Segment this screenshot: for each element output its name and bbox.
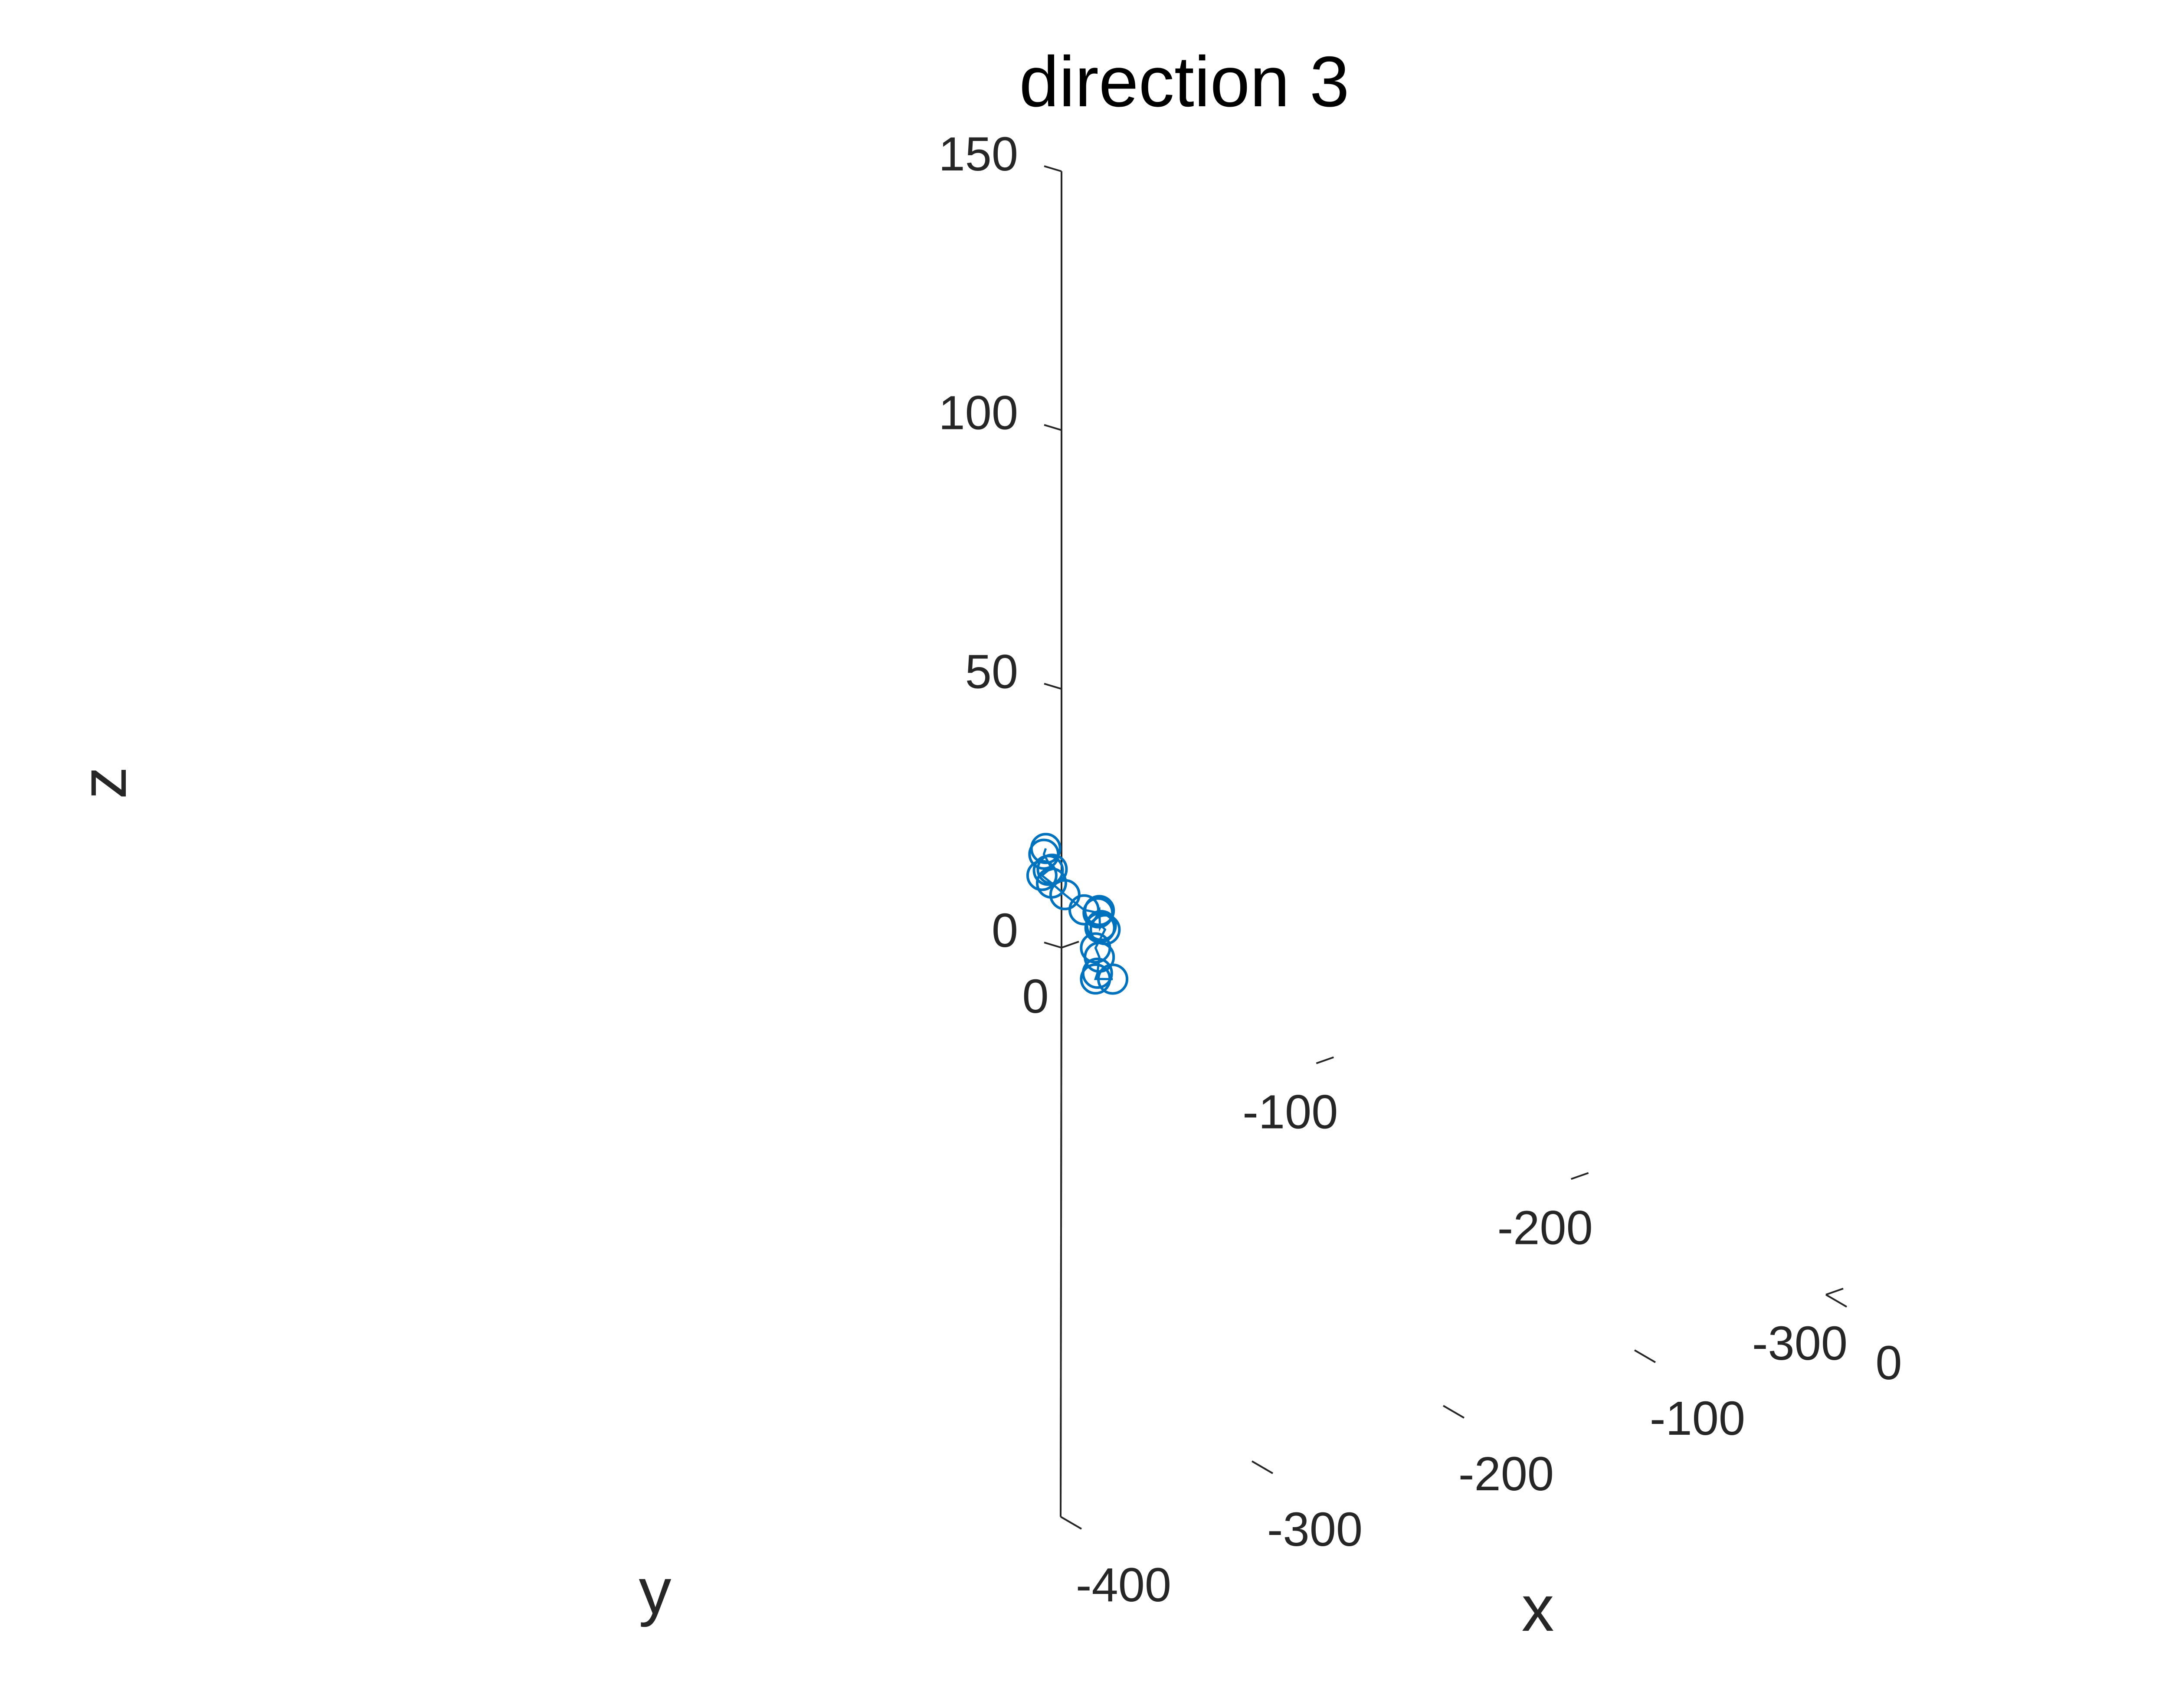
z-tick-mark bbox=[1044, 424, 1062, 431]
x-tick-mark bbox=[1251, 1460, 1274, 1474]
y-tick-label: -100 bbox=[1242, 1086, 1338, 1139]
x-tick-label: -100 bbox=[1650, 1392, 1745, 1445]
y-tick-mark bbox=[1061, 941, 1079, 949]
y-tick-label: 0 bbox=[1022, 970, 1048, 1023]
data-point bbox=[1085, 910, 1117, 941]
x-axis-line bbox=[1060, 947, 1062, 1517]
x-tick-label: -400 bbox=[1076, 1558, 1171, 1612]
y-tick-mark bbox=[1571, 1172, 1589, 1180]
y-axis-title: y bbox=[639, 1554, 672, 1627]
x-tick-label: 0 bbox=[1875, 1336, 1902, 1390]
x-axis-title: x bbox=[1522, 1572, 1554, 1645]
data-point bbox=[1049, 879, 1081, 910]
x-tick-label: -300 bbox=[1267, 1503, 1363, 1556]
z-tick-label: 50 bbox=[965, 645, 1018, 698]
z-axis-title: z bbox=[67, 767, 140, 799]
data-point bbox=[1026, 860, 1058, 891]
z-tick-mark bbox=[1044, 683, 1062, 690]
data-point bbox=[1028, 838, 1060, 870]
x-tick-mark bbox=[1442, 1405, 1465, 1419]
z-tick-mark bbox=[1044, 165, 1062, 172]
x-tick-mark bbox=[1060, 1516, 1082, 1530]
y-tick-label: -300 bbox=[1752, 1317, 1848, 1370]
y-tick-label: -200 bbox=[1497, 1201, 1593, 1254]
data-series bbox=[1026, 833, 1129, 995]
tick-marks bbox=[1044, 165, 1848, 1530]
x-tick-label: -200 bbox=[1458, 1447, 1554, 1501]
data-point bbox=[1084, 895, 1115, 926]
z-tick-mark bbox=[1044, 942, 1062, 949]
z-tick-label: 100 bbox=[938, 386, 1018, 440]
data-point bbox=[1080, 963, 1111, 995]
x-tick-mark bbox=[1634, 1349, 1656, 1363]
axes-3d bbox=[1060, 171, 1062, 1517]
y-tick-mark bbox=[1316, 1056, 1334, 1064]
data-point bbox=[1097, 963, 1129, 995]
data-point bbox=[1068, 894, 1100, 926]
z-tick-label: 0 bbox=[992, 904, 1018, 957]
data-point bbox=[1032, 854, 1064, 886]
tick-labels: 0 50 100 150 0 -100 -200 -300 0 -100 -200 -300 -400 bbox=[938, 128, 1902, 1612]
y-tick-mark bbox=[1825, 1288, 1844, 1296]
z-tick-label: 150 bbox=[938, 128, 1018, 181]
x-tick-mark bbox=[1825, 1294, 1848, 1308]
chart-title: direction 3 bbox=[1019, 42, 1349, 121]
